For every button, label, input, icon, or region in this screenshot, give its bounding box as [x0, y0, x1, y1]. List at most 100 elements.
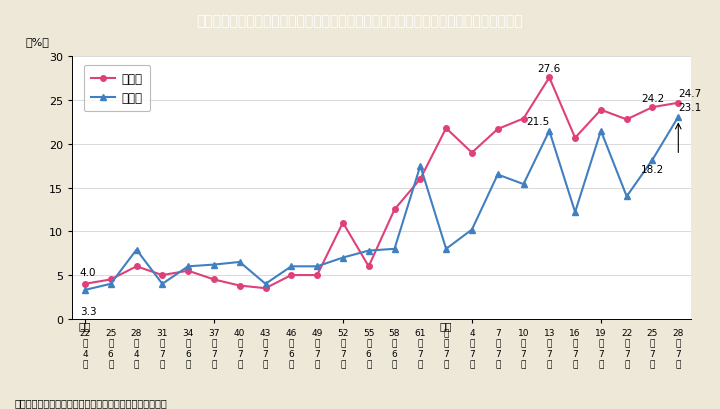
Text: 6: 6: [366, 349, 372, 358]
候補者: [107, 277, 115, 282]
Text: 61: 61: [415, 328, 426, 337]
Text: 月: 月: [134, 359, 139, 368]
Text: 月: 月: [392, 359, 397, 368]
Text: 46: 46: [286, 328, 297, 337]
Text: Ｉ－１－２図　参議院議員通常選挙における候補者，当選者に占める女性の割合の推移: Ｉ－１－２図 参議院議員通常選挙における候補者，当選者に占める女性の割合の推移: [197, 14, 523, 29]
Text: 7: 7: [649, 349, 655, 358]
Text: 28: 28: [672, 328, 684, 337]
当選者: [622, 194, 631, 199]
Text: 月: 月: [546, 359, 552, 368]
候補者: [467, 151, 476, 156]
当選者: [519, 182, 528, 187]
Text: 7: 7: [340, 349, 346, 358]
Text: 年: 年: [624, 339, 629, 348]
Text: 21.5: 21.5: [526, 117, 549, 127]
候補者: [674, 101, 683, 106]
Text: 月: 月: [495, 359, 500, 368]
Text: 平成: 平成: [440, 320, 452, 330]
Text: 28: 28: [131, 328, 142, 337]
候補者: [545, 76, 554, 81]
Text: 4: 4: [134, 349, 139, 358]
Text: 7: 7: [598, 349, 604, 358]
Text: 37: 37: [208, 328, 220, 337]
当選者: [571, 210, 580, 215]
当選者: [545, 129, 554, 134]
候補者: [287, 273, 296, 278]
Text: 月: 月: [160, 359, 165, 368]
Text: 月: 月: [521, 359, 526, 368]
Text: 月: 月: [624, 359, 629, 368]
Text: 49: 49: [312, 328, 323, 337]
当選者: [287, 264, 296, 269]
Text: 月: 月: [186, 359, 191, 368]
候補者: [132, 264, 141, 269]
Text: 年: 年: [211, 339, 217, 348]
Text: 月: 月: [263, 359, 268, 368]
Text: 年: 年: [108, 339, 113, 348]
Text: 年: 年: [341, 339, 346, 348]
Text: 昭和: 昭和: [78, 320, 91, 330]
Text: 7: 7: [263, 349, 269, 358]
Text: 月: 月: [572, 359, 577, 368]
Text: 年: 年: [495, 339, 500, 348]
Text: 3.3: 3.3: [80, 306, 96, 316]
当選者: [493, 173, 502, 178]
Text: 31: 31: [156, 328, 168, 337]
Text: 22: 22: [621, 328, 632, 337]
Text: 年: 年: [186, 339, 191, 348]
Text: 年: 年: [289, 339, 294, 348]
候補者: [390, 207, 399, 212]
Text: 月: 月: [237, 359, 243, 368]
Text: 25: 25: [105, 328, 117, 337]
Text: （備考）総務省「参議院議員通常選挙結果調」より作成。: （備考）総務省「参議院議員通常選挙結果調」より作成。: [14, 397, 167, 407]
当選者: [416, 164, 425, 169]
候補者: [442, 126, 451, 131]
Text: 月: 月: [315, 359, 320, 368]
Text: 7: 7: [624, 349, 629, 358]
Text: 6: 6: [392, 349, 397, 358]
候補者: [338, 220, 347, 225]
Line: 当選者: 当選者: [82, 115, 681, 293]
Text: 月: 月: [82, 359, 88, 368]
Text: 月: 月: [289, 359, 294, 368]
候補者: [184, 269, 192, 274]
Text: 月: 月: [418, 359, 423, 368]
候補者: [622, 118, 631, 123]
Text: 年: 年: [418, 339, 423, 348]
Text: 22: 22: [79, 328, 91, 337]
Text: 年: 年: [160, 339, 165, 348]
Text: 月: 月: [444, 359, 449, 368]
Text: 4.0: 4.0: [80, 267, 96, 277]
Text: 年: 年: [675, 339, 681, 348]
候補者: [597, 108, 606, 113]
Text: 年: 年: [237, 339, 243, 348]
候補者: [493, 127, 502, 132]
Text: 年: 年: [366, 339, 372, 348]
候補者: [261, 286, 270, 291]
候補者: [158, 273, 166, 278]
Text: 18.2: 18.2: [641, 164, 664, 175]
Text: 10: 10: [518, 328, 529, 337]
当選者: [184, 264, 192, 269]
候補者: [81, 282, 89, 287]
候補者: [210, 277, 218, 282]
Text: 月: 月: [469, 359, 474, 368]
Text: 年: 年: [444, 339, 449, 348]
Text: 24.7: 24.7: [678, 89, 701, 99]
候補者: [364, 264, 373, 269]
当選者: [442, 247, 451, 252]
Text: 13: 13: [544, 328, 555, 337]
Text: 年: 年: [469, 339, 474, 348]
当選者: [132, 247, 141, 252]
Text: 月: 月: [598, 359, 603, 368]
Text: 7: 7: [444, 349, 449, 358]
Text: 年: 年: [82, 339, 88, 348]
Text: 16: 16: [570, 328, 581, 337]
当選者: [210, 263, 218, 267]
候補者: [416, 177, 425, 182]
Text: 7: 7: [418, 349, 423, 358]
Text: 58: 58: [389, 328, 400, 337]
Text: 43: 43: [260, 328, 271, 337]
候補者: [648, 106, 657, 110]
Text: 27.6: 27.6: [538, 64, 561, 74]
